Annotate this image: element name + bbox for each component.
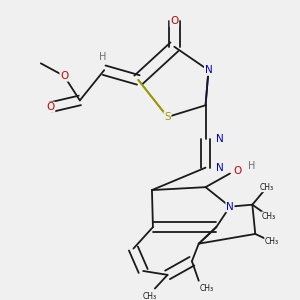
Text: O: O [60,71,68,81]
Text: O: O [170,16,178,26]
Text: H: H [248,161,255,171]
Text: CH₃: CH₃ [143,292,157,300]
Text: CH₃: CH₃ [200,284,214,293]
Text: O: O [46,102,55,112]
Text: CH₃: CH₃ [260,183,274,192]
Text: N: N [205,65,212,75]
Text: O: O [234,166,242,176]
Text: N: N [226,202,234,212]
Text: N: N [216,134,224,144]
Text: N: N [216,163,224,173]
Text: S: S [164,112,171,122]
Text: H: H [99,52,106,61]
Text: CH₃: CH₃ [265,237,279,246]
Text: CH₃: CH₃ [262,212,276,221]
